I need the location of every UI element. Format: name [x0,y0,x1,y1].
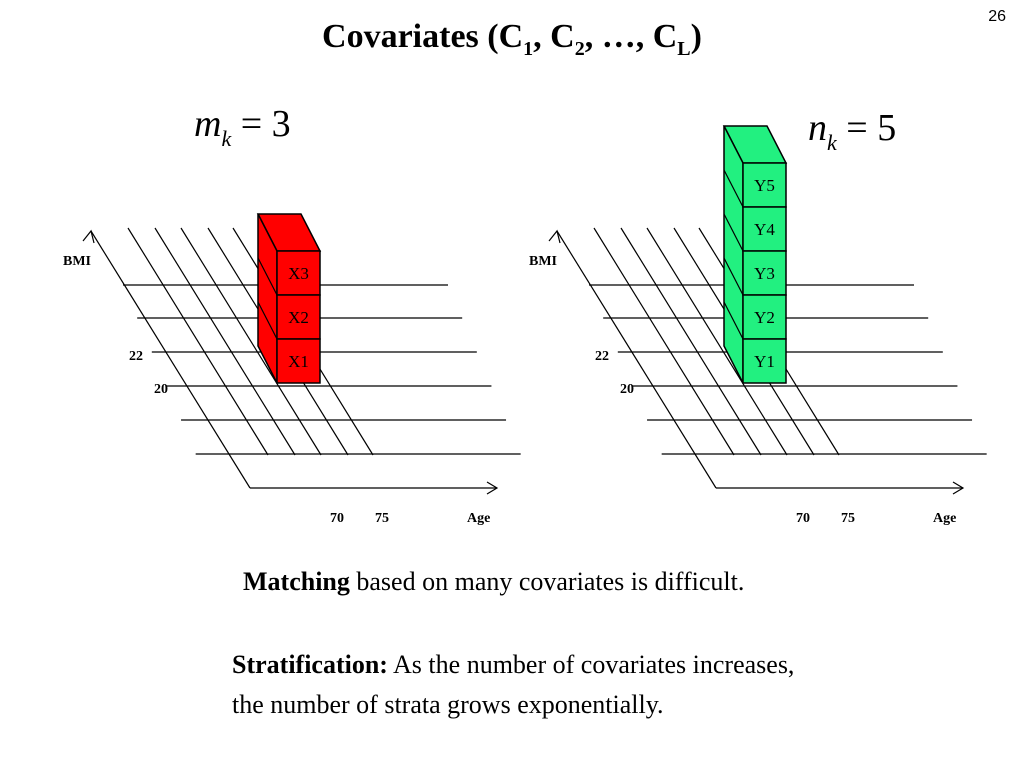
right-y-axis-arrow [548,229,561,244]
left-x-tick: 75 [375,511,389,526]
right-grid-diagram: BMI Age 22 20 70 75 Y5 Y4 Y3 Y2 Y1 [529,125,987,526]
matching-statement: Matching based on many covariates is dif… [243,562,744,602]
formula-right-sub: k [827,130,837,155]
matching-rest: based on many covariates is difficult. [349,567,745,596]
matching-bold: Matching [243,567,350,596]
left-y-tick: 22 [129,349,143,364]
right-x-tick: 75 [841,511,855,526]
right-cube-label: Y5 [754,176,775,195]
left-grid-col-line [154,227,296,456]
left-x-axis-arrow [486,481,499,495]
title-sub-l: L [677,37,691,60]
title-sub-2: 2 [574,37,585,60]
right-x-tick: 70 [796,511,810,526]
right-grid-col-line [593,227,735,456]
title-mid-1: , C [533,18,575,55]
strat-line-2: the number of strata grows exponentially… [232,690,664,719]
right-age-label: Age [933,511,956,526]
right-cube-edge [723,301,744,340]
left-cube-front [276,294,321,340]
formula-left-rest: = 3 [231,103,291,145]
strat-line-1: As the number of covariates increases, [387,650,795,679]
right-cube-front [742,206,787,252]
right-y-tick: 20 [620,382,634,397]
right-cube-side-face [723,125,744,384]
formula-right-var: n [808,107,827,149]
left-cube-label: X3 [288,264,309,283]
left-cube-label: X1 [288,352,309,371]
formula-n-k: nk = 5 [808,106,896,156]
strat-bold: Stratification: [232,650,388,679]
left-age-label: Age [467,511,490,526]
formula-left-sub: k [221,126,232,151]
right-cube-label: Y3 [754,264,775,283]
left-cube-front [276,338,321,384]
left-cube-edge [257,301,278,340]
left-cube-edge [257,257,278,296]
left-bmi-label: BMI [63,254,91,269]
left-grid-col-line [127,227,269,456]
right-grid-col-line [646,227,788,456]
right-cube-label: Y4 [754,220,775,239]
formula-right-rest: = 5 [836,107,897,149]
title-sub-1: 1 [523,37,534,60]
right-cube-edge [723,213,744,252]
formula-m-k: mk = 3 [194,102,291,152]
slide-title: Covariates (C1, C2, …, CL) [0,18,1024,61]
stratification-statement: Stratification: As the number of covaria… [232,645,794,725]
left-cube-front [276,250,321,296]
right-cube-label: Y2 [754,308,775,327]
title-text: Covariates (C [322,18,524,55]
left-x-tick: 70 [330,511,344,526]
right-cube-front [742,338,787,384]
left-grid-diagram: BMI Age 22 20 70 75 X3 X2 X1 [63,213,521,526]
left-cube-label: X2 [288,308,309,327]
right-y-tick: 22 [595,349,609,364]
left-y-tick: 20 [154,382,168,397]
left-y-axis-arrow [82,229,95,244]
right-x-axis-arrow [952,481,965,495]
title-mid-2: , …, C [584,18,678,55]
right-cube-label: Y1 [754,352,775,371]
right-cube-edge [723,257,744,296]
left-y-axis [90,230,251,489]
formula-left-var: m [194,103,222,145]
right-bmi-label: BMI [529,254,557,269]
right-grid-col-line [620,227,762,456]
title-end: ) [690,18,702,55]
right-cube-edge [723,169,744,208]
left-grid-col-line [180,227,322,456]
slide-number: 26 [988,8,1006,25]
right-y-axis [556,230,717,489]
